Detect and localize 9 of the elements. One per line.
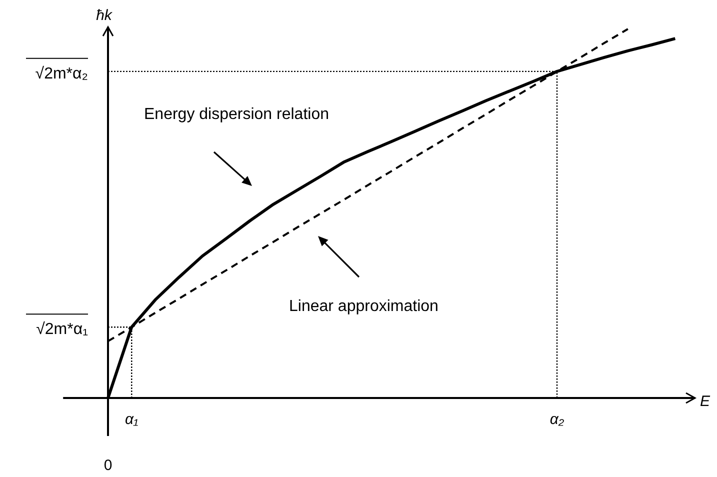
annotation: Energy dispersion relation xyxy=(144,106,329,123)
x-tick-label: α₁ xyxy=(124,411,139,428)
x-axis-title: E xyxy=(700,393,711,410)
text: √2m*α₁ xyxy=(36,321,88,338)
text: 0 xyxy=(104,457,112,474)
y-axis-title: ħk xyxy=(96,7,114,24)
annotation: Linear approximation xyxy=(289,298,438,315)
text: √2m*α₂ xyxy=(35,65,88,82)
x-tick-label: α₂ xyxy=(550,411,564,428)
